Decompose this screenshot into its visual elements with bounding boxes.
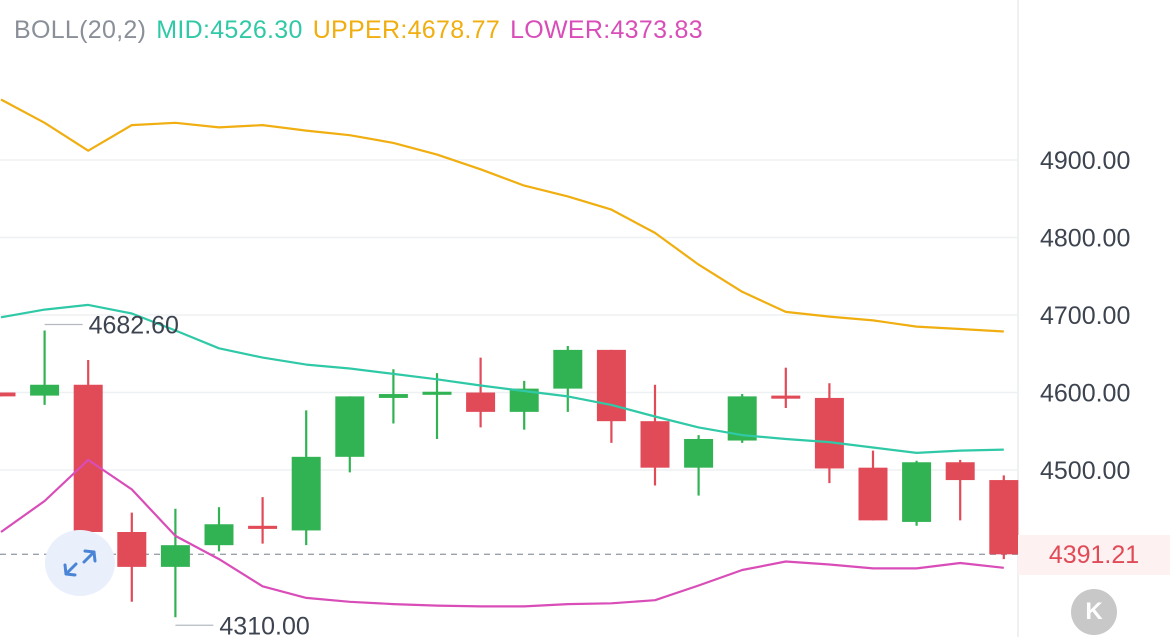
candle-body: [640, 421, 670, 468]
candle-body: [509, 388, 539, 412]
candle-body: [684, 439, 714, 468]
candle-body: [422, 391, 452, 395]
candle-body: [596, 349, 626, 422]
kline-button[interactable]: K: [1071, 589, 1117, 635]
candle-body: [291, 456, 321, 531]
candle-body: [378, 394, 408, 398]
candle-body: [204, 524, 234, 546]
legend-indicator: BOLL(20,2): [14, 16, 147, 44]
legend-lower: LOWER:4373.83: [510, 16, 703, 44]
y-tick-label: 4600.00: [1040, 380, 1130, 408]
candle-body: [771, 395, 801, 399]
candle-body: [902, 462, 932, 522]
boll-upper-line: [0, 98, 1004, 333]
zoom-button[interactable]: [45, 530, 115, 596]
candle-body: [335, 396, 365, 457]
candle-body: [989, 480, 1019, 555]
low-price-label: 4310.00: [219, 612, 309, 637]
current-price-tag: 4391.21: [1018, 535, 1170, 575]
boll-mid-line: [0, 303, 1004, 454]
y-tick-label: 4900.00: [1040, 147, 1130, 175]
candle-body: [117, 532, 147, 567]
candle-body: [814, 397, 844, 469]
candle-body: [553, 349, 583, 389]
boll-legend: BOLL(20,2) MID:4526.30 UPPER:4678.77 LOWER:…: [14, 16, 713, 45]
candle-body: [0, 392, 16, 397]
legend-upper: UPPER:4678.77: [312, 16, 501, 44]
high-price-label: 4682.60: [89, 312, 179, 340]
candle-body: [30, 384, 60, 396]
y-tick-label: 4700.00: [1040, 302, 1130, 330]
candle-body: [858, 467, 888, 521]
candle-body: [248, 525, 278, 529]
legend-mid: MID:4526.30: [156, 16, 303, 44]
candle-body: [945, 462, 975, 481]
candle-body: [73, 384, 103, 532]
boll-lower-line: [0, 458, 1004, 608]
expand-arrows-icon: [63, 549, 97, 577]
y-tick-label: 4500.00: [1040, 457, 1130, 485]
candle-body: [160, 545, 190, 567]
y-tick-label: 4800.00: [1040, 225, 1130, 253]
candle-body: [466, 392, 496, 412]
